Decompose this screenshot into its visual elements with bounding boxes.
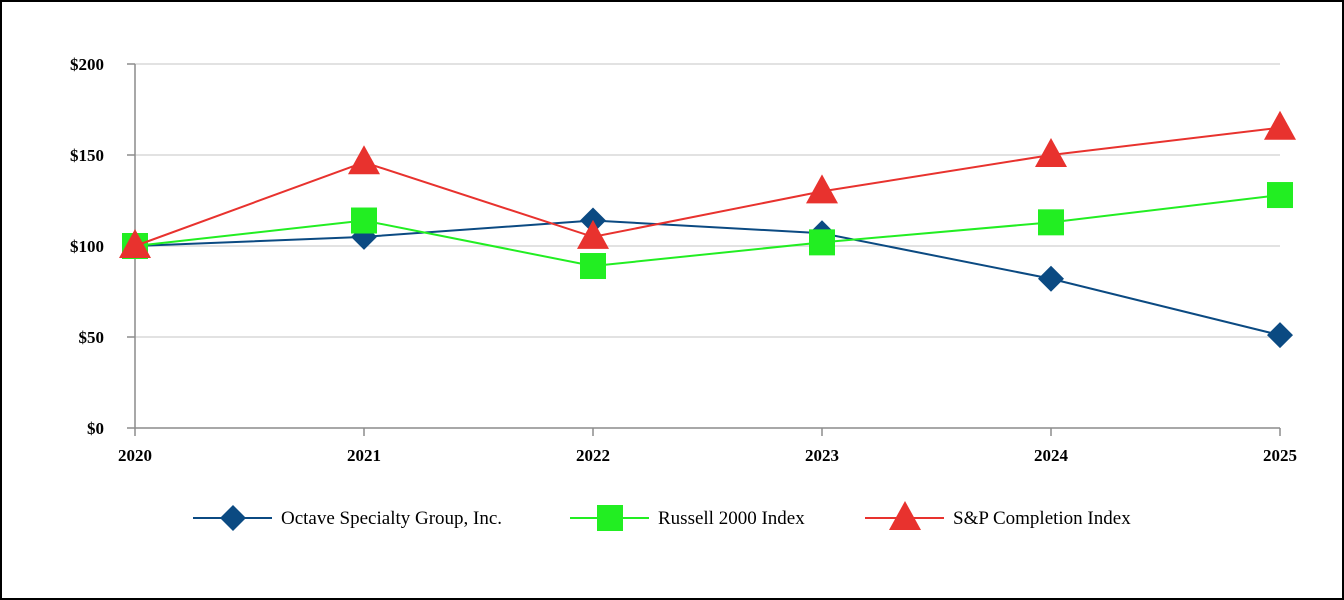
- data-point-square: [580, 253, 606, 280]
- axes: [127, 63, 1281, 436]
- legend-item: Russell 2000 Index: [570, 505, 805, 531]
- legend-item: Octave Specialty Group, Inc.: [193, 505, 502, 531]
- x-tick-label: 2021: [347, 446, 381, 465]
- data-point-triangle: [348, 145, 380, 175]
- legend-item: S&P Completion Index: [865, 501, 1131, 530]
- legend-marker-square: [597, 505, 623, 531]
- y-axis-tick-labels: $0 $50 $100 $150 $200: [70, 55, 104, 438]
- data-point-square: [1267, 182, 1293, 209]
- legend: Octave Specialty Group, Inc. Russell 2000…: [193, 501, 1131, 531]
- x-tick-label: 2023: [805, 446, 839, 465]
- x-tick-label: 2020: [118, 446, 152, 465]
- data-point-triangle: [119, 229, 151, 258]
- data-point-triangle: [577, 219, 609, 249]
- series-line: [134, 126, 1281, 247]
- data-point-triangle: [806, 174, 838, 204]
- legend-label: Octave Specialty Group, Inc.: [281, 508, 502, 529]
- legend-label: S&P Completion Index: [953, 508, 1131, 529]
- y-tick-label: $0: [87, 419, 104, 438]
- legend-marker-diamond: [220, 505, 246, 531]
- series-line: [134, 194, 1281, 268]
- x-tick-label: 2025: [1263, 446, 1297, 465]
- y-tick-label: $200: [70, 55, 104, 74]
- x-tick-label: 2022: [576, 446, 610, 465]
- x-tick-label: 2024: [1034, 446, 1069, 465]
- x-axis-tick-labels: 2020 2021 2022 2023 2024 2025: [118, 446, 1297, 465]
- data-point-square: [809, 229, 835, 256]
- series-2: [119, 110, 1296, 258]
- data-point-diamond: [1038, 265, 1064, 292]
- series-1: [122, 182, 1293, 280]
- data-point-square: [351, 207, 377, 234]
- y-tick-label: $150: [70, 146, 104, 165]
- data-point-triangle: [1264, 110, 1296, 140]
- data-point-square: [1038, 209, 1064, 236]
- legend-label: Russell 2000 Index: [658, 508, 805, 529]
- data-point-diamond: [1267, 322, 1293, 349]
- data-point-triangle: [1035, 138, 1067, 167]
- y-tick-label: $100: [70, 237, 104, 256]
- series-group: [119, 110, 1296, 349]
- gridlines: [135, 63, 1280, 338]
- legend-marker-triangle: [889, 501, 921, 530]
- series-line: [134, 219, 1281, 337]
- y-tick-label: $50: [79, 328, 105, 347]
